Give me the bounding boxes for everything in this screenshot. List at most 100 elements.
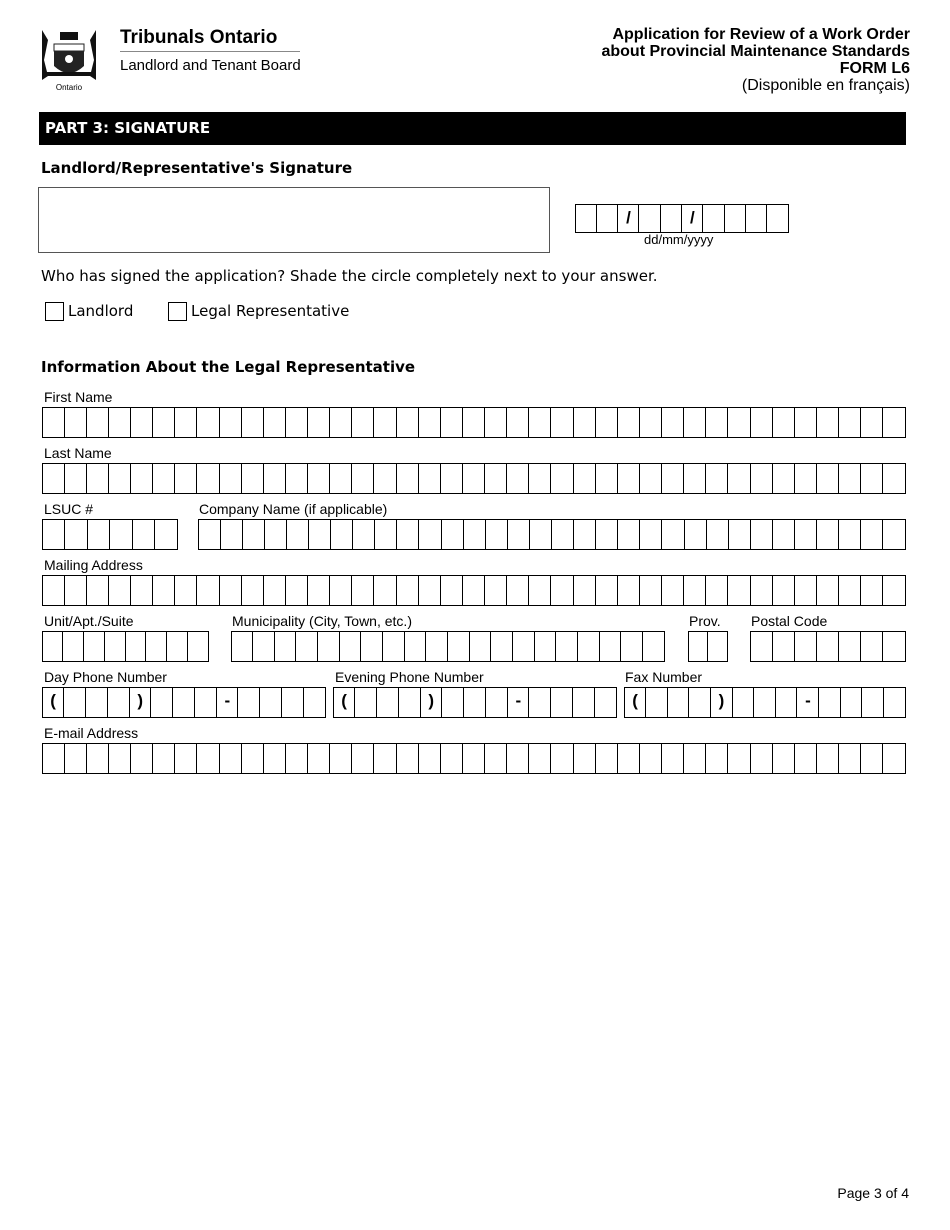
municipality-char-box[interactable] [620, 631, 644, 662]
first-name-char-box[interactable] [417, 407, 442, 438]
last-name-char-box[interactable] [661, 463, 685, 494]
mailing-address-char-box[interactable] [439, 575, 464, 606]
first-name-char-box[interactable] [196, 407, 221, 438]
lsuc-char-box[interactable] [64, 519, 88, 550]
company-name-char-box[interactable] [219, 519, 244, 550]
mailing-address-char-box[interactable] [749, 575, 774, 606]
mailing-address-char-box[interactable] [793, 575, 818, 606]
last-name-char-box[interactable] [395, 463, 420, 494]
company-name-char-box[interactable] [330, 519, 354, 550]
day-phone-char-box[interactable] [106, 687, 131, 718]
last-name-char-box[interactable] [638, 463, 663, 494]
unit-char-box[interactable] [166, 631, 189, 662]
email-char-box[interactable] [329, 743, 353, 774]
mailing-address-char-box[interactable] [218, 575, 243, 606]
mailing-address-char-box[interactable] [860, 575, 884, 606]
first-name-char-box[interactable] [373, 407, 398, 438]
municipality-char-box[interactable] [382, 631, 406, 662]
evening-phone-char-box[interactable] [550, 687, 574, 718]
fax-char-box[interactable] [818, 687, 842, 718]
municipality-char-box[interactable] [641, 631, 665, 662]
email-char-box[interactable] [85, 743, 110, 774]
email-char-box[interactable] [41, 743, 66, 774]
email-char-box[interactable] [484, 743, 508, 774]
email-char-box[interactable] [594, 743, 619, 774]
email-char-box[interactable] [107, 743, 132, 774]
mailing-address-char-box[interactable] [838, 575, 862, 606]
municipality-char-box[interactable] [338, 631, 362, 662]
fax-char-box[interactable] [731, 687, 755, 718]
company-name-char-box[interactable] [506, 519, 531, 550]
last-name-char-box[interactable] [439, 463, 464, 494]
municipality-char-box[interactable] [403, 631, 427, 662]
first-name-char-box[interactable] [749, 407, 774, 438]
unit-char-box[interactable] [186, 631, 209, 662]
postal-code-char-box[interactable] [860, 631, 884, 662]
first-name-char-box[interactable] [130, 407, 154, 438]
last-name-char-box[interactable] [860, 463, 884, 494]
email-char-box[interactable] [550, 743, 575, 774]
municipality-char-box[interactable] [360, 631, 384, 662]
first-name-char-box[interactable] [484, 407, 508, 438]
date-char-box[interactable] [595, 204, 619, 233]
last-name-char-box[interactable] [727, 463, 752, 494]
email-char-box[interactable] [461, 743, 486, 774]
mailing-address-char-box[interactable] [240, 575, 265, 606]
mailing-address-char-box[interactable] [417, 575, 442, 606]
mailing-address-char-box[interactable] [572, 575, 597, 606]
first-name-char-box[interactable] [550, 407, 575, 438]
fax-char-box[interactable] [861, 687, 885, 718]
fax-char-box[interactable] [774, 687, 798, 718]
company-name-char-box[interactable] [749, 519, 774, 550]
day-phone-char-box[interactable] [237, 687, 261, 718]
municipality-char-box[interactable] [511, 631, 536, 662]
email-char-box[interactable] [351, 743, 375, 774]
mailing-address-char-box[interactable] [85, 575, 110, 606]
company-name-char-box[interactable] [307, 519, 332, 550]
date-char-box[interactable] [723, 204, 747, 233]
mailing-address-char-box[interactable] [638, 575, 663, 606]
first-name-char-box[interactable] [85, 407, 110, 438]
email-char-box[interactable] [528, 743, 552, 774]
company-name-char-box[interactable] [573, 519, 597, 550]
first-name-char-box[interactable] [63, 407, 88, 438]
last-name-char-box[interactable] [63, 463, 88, 494]
day-phone-char-box[interactable] [85, 687, 109, 718]
fax-char-box[interactable] [753, 687, 777, 718]
email-char-box[interactable] [815, 743, 840, 774]
evening-phone-char-box[interactable] [528, 687, 552, 718]
municipality-char-box[interactable] [533, 631, 557, 662]
mailing-address-char-box[interactable] [152, 575, 176, 606]
evening-phone-char-box[interactable] [376, 687, 400, 718]
municipality-char-box[interactable] [468, 631, 492, 662]
last-name-char-box[interactable] [262, 463, 287, 494]
mailing-address-char-box[interactable] [661, 575, 685, 606]
last-name-char-box[interactable] [771, 463, 796, 494]
postal-code-char-box[interactable] [749, 631, 774, 662]
postal-code-char-box[interactable] [882, 631, 906, 662]
lsuc-char-box[interactable] [86, 519, 111, 550]
email-char-box[interactable] [572, 743, 597, 774]
company-name-char-box[interactable] [816, 519, 840, 550]
last-name-char-box[interactable] [152, 463, 176, 494]
fax-char-box[interactable] [882, 687, 906, 718]
email-char-box[interactable] [240, 743, 265, 774]
date-char-box[interactable] [702, 204, 726, 233]
municipality-char-box[interactable] [317, 631, 341, 662]
last-name-char-box[interactable] [417, 463, 442, 494]
email-char-box[interactable] [705, 743, 729, 774]
municipality-char-box[interactable] [555, 631, 579, 662]
day-phone-char-box[interactable] [150, 687, 174, 718]
mailing-address-char-box[interactable] [771, 575, 796, 606]
last-name-char-box[interactable] [196, 463, 221, 494]
first-name-char-box[interactable] [661, 407, 685, 438]
mailing-address-char-box[interactable] [550, 575, 575, 606]
evening-phone-char-box[interactable] [463, 687, 487, 718]
last-name-char-box[interactable] [130, 463, 154, 494]
mailing-address-char-box[interactable] [616, 575, 641, 606]
first-name-char-box[interactable] [218, 407, 243, 438]
company-name-char-box[interactable] [838, 519, 862, 550]
company-name-char-box[interactable] [595, 519, 619, 550]
municipality-char-box[interactable] [273, 631, 297, 662]
mailing-address-char-box[interactable] [41, 575, 66, 606]
